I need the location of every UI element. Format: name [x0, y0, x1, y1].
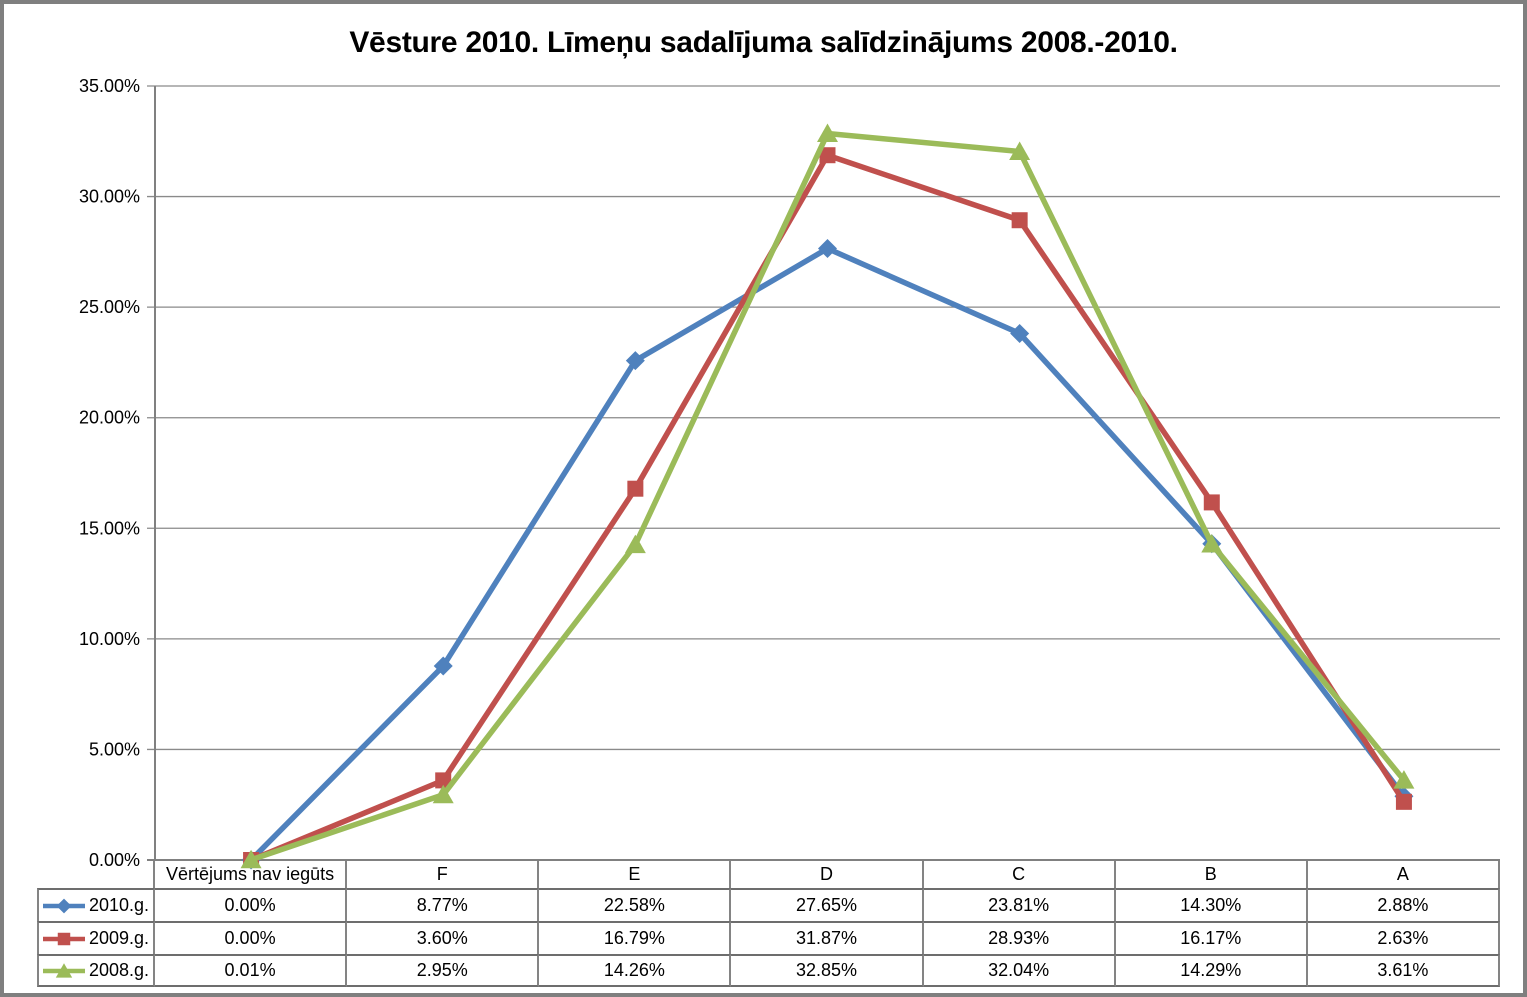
triangle-marker: [1009, 141, 1031, 160]
square-marker: [1011, 212, 1028, 229]
plot-area: 0.00%5.00%10.00%15.00%20.00%25.00%30.00%…: [79, 76, 1500, 870]
series-line-2009g: [248, 152, 1407, 863]
triangle-marker: [432, 784, 454, 804]
y-tick-label: 10.00%: [79, 629, 140, 649]
value-cell: 16.17%: [1115, 921, 1308, 954]
square-marker: [1203, 494, 1220, 511]
value-cell: 31.87%: [731, 921, 924, 954]
value-cell: 28.93%: [923, 921, 1116, 954]
value-cell: 27.65%: [731, 888, 924, 921]
diamond-marker: [625, 351, 645, 371]
diamond-marker: [1202, 534, 1222, 554]
diamond-marker: [1010, 323, 1030, 343]
category-header: E: [539, 860, 732, 888]
category-header: D: [731, 860, 924, 888]
value-cell: 0.00%: [155, 888, 348, 921]
value-cell: 8.77%: [347, 888, 540, 921]
square-marker: [627, 480, 644, 497]
chart-title: Vēsture 2010. Līmeņu sadalījuma salīdzin…: [349, 26, 1178, 59]
category-header: A: [1308, 860, 1500, 888]
series-name: 2010.g.: [88, 895, 150, 915]
series-line-2008g: [248, 130, 1407, 863]
value-cell: 0.00%: [155, 921, 348, 954]
category-header: F: [347, 860, 540, 888]
y-tick-label: 5.00%: [89, 739, 140, 759]
legend-column-header: [37, 860, 155, 888]
diamond-marker: [1394, 786, 1414, 806]
triangle-legend-icon: [42, 962, 85, 978]
y-tick-label: 15.00%: [79, 518, 140, 538]
value-cell: 3.60%: [347, 921, 540, 954]
value-cell: 23.81%: [923, 888, 1116, 921]
value-cell: 14.30%: [1115, 888, 1308, 921]
diamond-marker: [433, 656, 453, 676]
triangle-marker: [1201, 533, 1223, 553]
data-table: Vērtējums nav iegūts F E D C B A 2010.g. 0.00% 8.…: [37, 860, 1500, 987]
category-header: Vērtējums nav iegūts: [155, 860, 348, 888]
square-marker: [819, 147, 836, 164]
value-cell: 2.95%: [347, 954, 540, 987]
value-cell: 32.04%: [923, 954, 1116, 987]
square-marker: [57, 932, 71, 945]
triangle-marker: [1393, 770, 1415, 789]
legend-key-2008g: 2008.g.: [37, 954, 155, 987]
legend-key-2010g: 2010.g.: [37, 888, 155, 921]
series-name: 2008.g.: [88, 960, 150, 980]
value-cell: 14.29%: [1115, 954, 1308, 987]
series-name: 2009.g.: [88, 928, 150, 948]
y-tick-label: 25.00%: [79, 297, 140, 317]
series-line-2010g: [248, 245, 1407, 863]
value-cell: 2.88%: [1307, 888, 1500, 921]
triangle-marker: [55, 962, 73, 978]
square-marker: [435, 772, 452, 789]
diamond-marker: [56, 898, 72, 913]
triangle-marker: [817, 123, 838, 143]
category-header: B: [1116, 860, 1308, 888]
y-tick-label: 20.00%: [79, 408, 140, 428]
y-tick-label: 30.00%: [79, 187, 140, 207]
value-cell: 3.61%: [1307, 954, 1500, 987]
value-cell: 0.01%: [155, 954, 348, 987]
square-marker: [1395, 793, 1412, 810]
square-legend-icon: [42, 932, 85, 945]
y-tick-label: 35.00%: [79, 76, 140, 96]
value-cell: 32.85%: [731, 954, 924, 987]
legend-key-2009g: 2009.g.: [37, 921, 155, 954]
value-cell: 2.63%: [1307, 921, 1500, 954]
triangle-marker: [624, 534, 646, 554]
value-cell: 22.58%: [539, 888, 732, 921]
value-cell: 14.26%: [539, 954, 732, 987]
diamond-legend-icon: [42, 898, 85, 913]
value-cell: 16.79%: [539, 921, 732, 954]
category-header: C: [924, 860, 1116, 888]
diamond-marker: [818, 239, 837, 259]
